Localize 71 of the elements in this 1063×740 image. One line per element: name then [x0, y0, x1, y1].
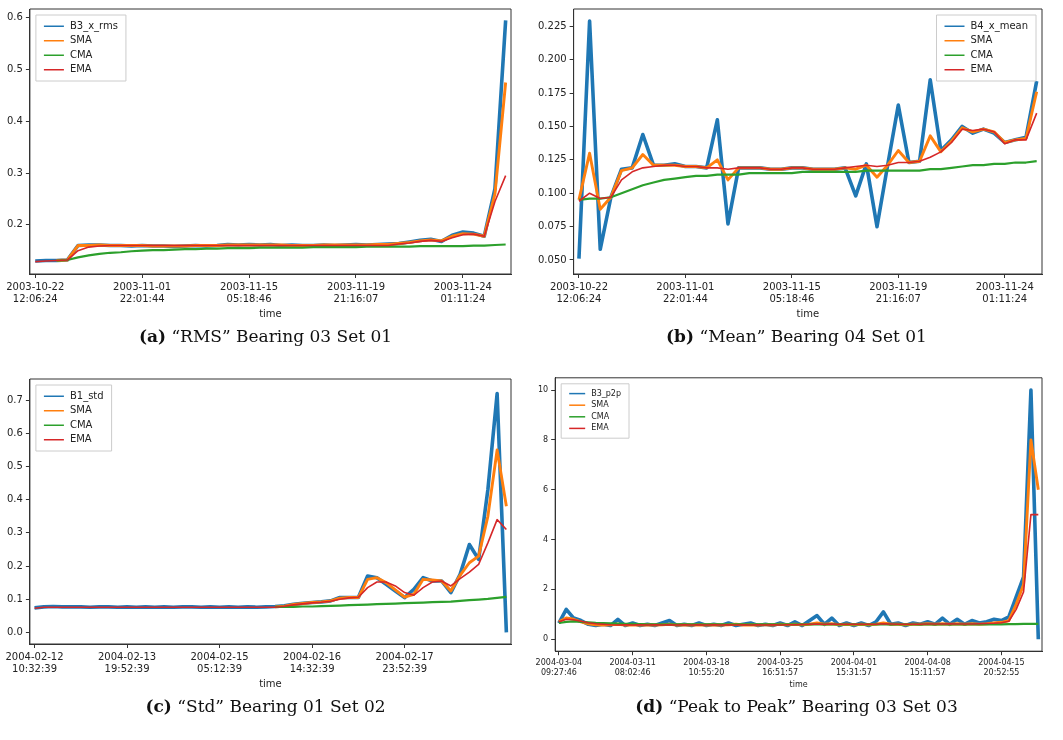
- x-tick-label: 2004-02-15 05:12:39: [190, 650, 249, 674]
- y-tick-label: 0.0: [7, 625, 23, 637]
- legend-label: CMA: [970, 48, 994, 60]
- x-tick-label: 2004-02-16 14:32:39: [283, 650, 342, 674]
- x-tick-label: 2003-11-19 21:16:07: [326, 280, 386, 304]
- legend-label: EMA: [591, 423, 610, 433]
- y-tick-label: 0.150: [537, 120, 567, 132]
- x-tick-label: 2003-11-01 22:01:44: [656, 280, 715, 304]
- y-tick-label: 0.175: [537, 86, 567, 98]
- text: (a) “RMS” Bearing 03 Set 01: [137, 326, 394, 346]
- y-tick-label: 0.225: [537, 19, 567, 31]
- x-tick-label: 2003-10-22 12:06:24: [549, 280, 609, 304]
- y-tick-label: 10: [537, 385, 549, 395]
- text: (d) “Peak to Peak” Bearing 03 Set 03: [634, 696, 959, 716]
- y-tick-label: 0.125: [537, 153, 567, 165]
- legend-label: CMA: [69, 418, 93, 430]
- x-axis-title: time: [259, 677, 282, 689]
- y-tick-label: 2: [543, 584, 549, 594]
- legend-label: EMA: [69, 63, 92, 75]
- y-tick-label: 4: [543, 534, 549, 544]
- x-axis-title: time: [789, 680, 808, 690]
- y-tick-label: 0.075: [537, 220, 567, 232]
- legend-label: B1_std: [69, 389, 104, 402]
- legend-label: SMA: [970, 34, 993, 46]
- y-tick-label: 0.6: [7, 426, 23, 438]
- legend-label: B4_x_mean: [970, 19, 1028, 32]
- y-tick-label: 0: [543, 634, 549, 644]
- y-tick-label: 0.1: [7, 592, 23, 604]
- legend-label: SMA: [591, 400, 610, 410]
- x-tick-label: 2003-11-24 01:11:24: [433, 280, 492, 304]
- legend-label: SMA: [69, 404, 92, 416]
- legend-label: CMA: [69, 48, 93, 60]
- x-tick-label: 2004-03-04 09:27:46: [535, 658, 583, 677]
- y-tick-label: 0.050: [537, 253, 567, 265]
- x-tick-label: 2004-04-01 15:31:57: [830, 658, 878, 677]
- y-tick-label: 0.5: [7, 460, 23, 472]
- x-tick-label: 2003-10-22 12:06:24: [6, 280, 65, 304]
- y-tick-label: 0.3: [7, 526, 23, 538]
- x-tick-label: 2004-02-17 23:52:39: [375, 650, 434, 674]
- x-tick-label: 2003-11-01 22:01:44: [113, 280, 172, 304]
- y-tick-label: 0.4: [7, 114, 23, 126]
- legend-label: SMA: [69, 34, 92, 46]
- x-tick-label: 2004-02-13 19:52:39: [97, 650, 157, 674]
- x-tick-label: 2004-04-15 20:52:55: [978, 658, 1025, 677]
- x-axis-title: time: [796, 307, 820, 319]
- y-tick-label: 0.2: [7, 559, 23, 571]
- text: (b) “Mean” Bearing 04 Set 01: [665, 326, 928, 346]
- x-tick-label: 2004-03-11 08:02:46: [609, 658, 656, 677]
- y-tick-label: 0.3: [7, 166, 23, 178]
- legend-label: EMA: [69, 433, 92, 445]
- legend-label: B3_x_rms: [69, 19, 118, 32]
- x-tick-label: 2004-03-25 16:51:57: [756, 658, 804, 677]
- legend-label: CMA: [591, 411, 610, 421]
- x-tick-label: 2003-11-24 01:11:24: [975, 280, 1034, 304]
- y-tick-label: 0.5: [7, 63, 23, 75]
- x-tick-label: 2003-11-19 21:16:07: [869, 280, 928, 304]
- y-tick-label: 0.7: [7, 393, 23, 405]
- text: (c) “Std” Bearing 01 Set 02: [144, 696, 387, 716]
- legend-label: B3_p2p: [591, 388, 622, 398]
- x-axis-title: time: [259, 307, 282, 319]
- y-tick-label: 0.200: [537, 53, 567, 65]
- y-tick-label: 6: [543, 484, 549, 494]
- x-tick-label: 2004-04-08 15:11:57: [904, 658, 951, 677]
- y-tick-label: 0.4: [7, 493, 23, 505]
- x-tick-label: 2004-02-12 10:32:39: [5, 650, 64, 674]
- legend-label: EMA: [970, 63, 993, 75]
- y-tick-label: 0.2: [7, 218, 23, 230]
- y-tick-label: 8: [543, 434, 549, 444]
- y-tick-label: 0.6: [7, 11, 23, 23]
- y-tick-label: 0.100: [537, 186, 567, 198]
- x-tick-label: 2004-03-18 10:55:20: [683, 658, 730, 677]
